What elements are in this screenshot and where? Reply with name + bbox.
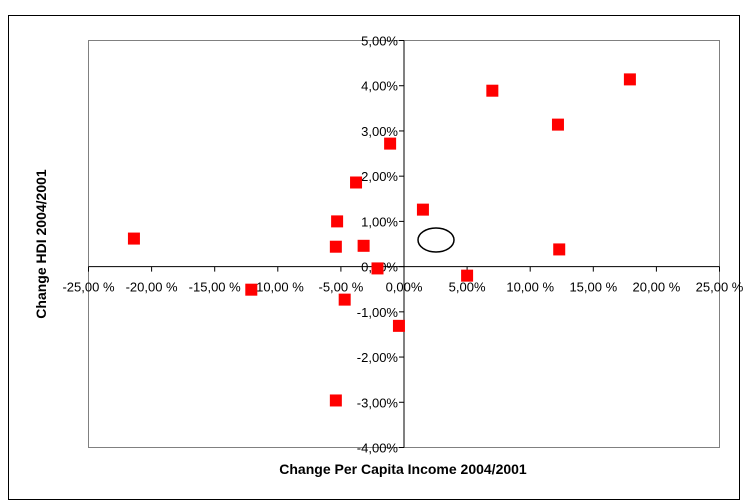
point (416, 203, 429, 216)
point (623, 73, 636, 86)
point (331, 215, 344, 228)
x-tick-label: -15,00 % (189, 280, 241, 295)
x-tick-label: 15,00 % (569, 280, 617, 295)
x-tick-label: -10,00 % (252, 280, 304, 295)
y-tick-label: -2,00% (357, 350, 399, 365)
y-axis-title: Change HDI 2004/2001 (33, 169, 49, 319)
x-tick-label: 10,00 % (506, 280, 554, 295)
x-tick-label: 5,00% (449, 280, 486, 295)
y-tick-label: -4,00% (357, 441, 399, 456)
y-tick-label: 4,00% (361, 79, 398, 94)
point (486, 84, 499, 97)
point (384, 137, 397, 150)
point (338, 293, 351, 306)
point (461, 269, 474, 282)
x-tick-label: -20,00 % (126, 280, 178, 295)
point (392, 319, 405, 332)
point (329, 394, 342, 407)
x-tick-label: -25,00 % (62, 280, 114, 295)
point (127, 232, 140, 245)
point (371, 262, 384, 275)
y-tick-label: -3,00% (357, 395, 399, 410)
point (553, 243, 566, 256)
point (551, 118, 564, 131)
x-tick-label: 25,00 % (696, 280, 744, 295)
y-tick-label: 5,00% (361, 34, 398, 49)
x-tick-label: 0,00% (386, 280, 423, 295)
x-axis-title: Change Per Capita Income 2004/2001 (279, 461, 527, 477)
x-tick-label: 20,00 % (633, 280, 681, 295)
y-tick-label: 3,00% (361, 124, 398, 139)
y-tick-label: -1,00% (357, 305, 399, 320)
point (350, 176, 363, 189)
point (357, 239, 370, 252)
highlight-ellipse (417, 227, 455, 253)
point (329, 240, 342, 253)
y-tick-label: 2,00% (361, 169, 398, 184)
point (245, 283, 258, 296)
x-tick-label: -5,00 % (318, 280, 363, 295)
y-tick-label: 1,00% (361, 214, 398, 229)
